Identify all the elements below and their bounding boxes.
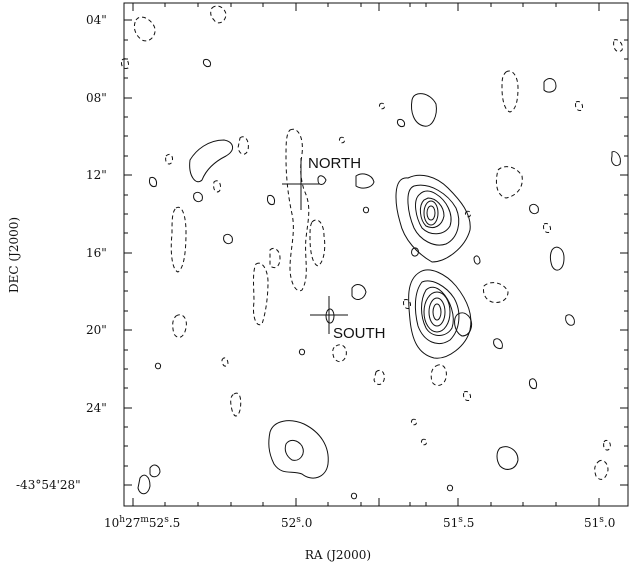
y-axis-title: DEC (J2000) [7, 217, 21, 293]
y-tick-label: 16" [86, 246, 107, 260]
x-tick-label: 10h27m52s.5 [104, 515, 180, 530]
noise-contours [121, 5, 623, 500]
tick-marks [124, 3, 628, 506]
y-tick-label: 20" [86, 323, 107, 337]
north-label: NORTH [308, 155, 361, 172]
south-label: SOUTH [333, 325, 386, 342]
y-tick-label: 24" [86, 401, 107, 415]
y-tick-label: 04" [86, 13, 107, 27]
south-marker: SOUTH [310, 296, 386, 342]
y-tick-label: -43°54'28" [16, 478, 81, 492]
x-tick-label: 52s.0 [281, 515, 312, 530]
south-component-contours [408, 269, 473, 359]
x-tick-label: 51s.0 [584, 515, 615, 530]
x-axis-title: RA (J2000) [305, 548, 371, 562]
x-tick-label: 51s.5 [443, 515, 474, 530]
y-tick-labels: 04" 08" 12" 16" 20" 24" -43°54'28" [16, 13, 107, 492]
x-tick-labels: 10h27m52s.5 52s.0 51s.5 51s.0 [104, 515, 615, 530]
y-tick-label: 12" [86, 168, 107, 182]
north-component-contours [395, 174, 471, 263]
y-tick-label: 08" [86, 91, 107, 105]
north-marker: NORTH [282, 155, 361, 210]
plot-frame [123, 2, 629, 507]
